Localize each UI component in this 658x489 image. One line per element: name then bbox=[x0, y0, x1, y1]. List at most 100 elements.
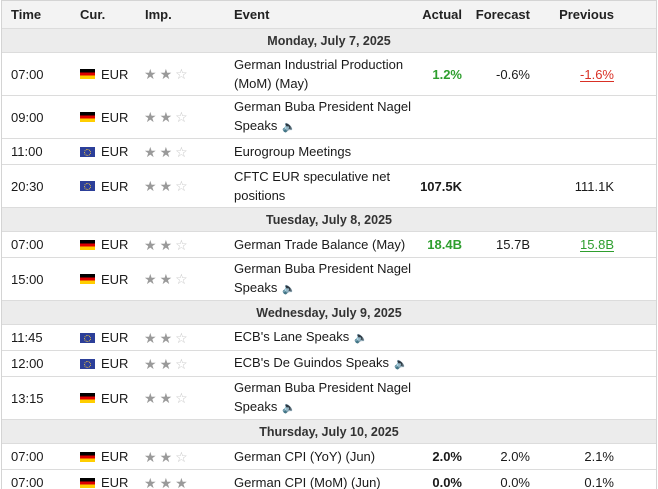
event-currency: EUR bbox=[80, 258, 128, 300]
star-icon: ★ bbox=[144, 271, 157, 287]
event-title-text: German Trade Balance (May) bbox=[234, 237, 406, 252]
event-currency: EUR bbox=[80, 470, 128, 489]
currency-label: EUR bbox=[101, 356, 129, 371]
header-time[interactable]: Time bbox=[11, 7, 42, 22]
previous-value: 2.1% bbox=[584, 449, 614, 464]
event-title[interactable]: German Buba President Nagel Speaks 🔈 bbox=[234, 259, 419, 298]
event-title[interactable]: CFTC EUR speculative net positions bbox=[234, 167, 419, 205]
event-name[interactable]: German CPI (MoM) (Jun) bbox=[234, 470, 419, 489]
event-name[interactable]: German Industrial Production (MoM) (May) bbox=[234, 53, 419, 95]
event-currency: EUR bbox=[80, 139, 128, 164]
event-row[interactable]: 09:00 EUR ★ ★ ☆ German Buba President Nagel S… bbox=[2, 96, 656, 139]
event-previous: 111.1K bbox=[575, 165, 614, 207]
event-currency: EUR bbox=[80, 232, 128, 257]
currency-label: EUR bbox=[101, 144, 129, 159]
event-title[interactable]: German CPI (MoM) (Jun) bbox=[234, 473, 381, 489]
event-currency: EUR bbox=[80, 351, 128, 376]
currency-label: EUR bbox=[101, 390, 129, 406]
date-separator: Tuesday, July 8, 2025 bbox=[2, 208, 656, 232]
event-importance: ★ ★ ☆ bbox=[144, 325, 188, 350]
event-title-text: ECB's De Guindos Speaks bbox=[234, 355, 389, 371]
event-name[interactable]: ECB's De Guindos Speaks 🔈 bbox=[234, 351, 419, 376]
eu-flag-icon bbox=[80, 332, 95, 343]
previous-value: 111.1K bbox=[574, 178, 614, 194]
star-icon: ★ bbox=[159, 390, 173, 406]
germany-flag-icon bbox=[80, 274, 95, 284]
event-name[interactable]: German Buba President Nagel Speaks 🔈 bbox=[234, 377, 419, 419]
speaker-icon: 🔈 bbox=[354, 331, 368, 344]
event-name[interactable]: German Buba President Nagel Speaks 🔈 bbox=[234, 96, 419, 138]
event-row[interactable]: 07:00 EUR ★ ★ ★ German CPI (MoM) (Jun) 0.0% 0.0… bbox=[2, 470, 656, 489]
event-name[interactable]: German Buba President Nagel Speaks 🔈 bbox=[234, 258, 419, 300]
event-currency: EUR bbox=[80, 53, 128, 95]
event-row[interactable]: 20:30 EUR ★ ★ ☆ CFTC EUR speculative net posi… bbox=[2, 165, 656, 208]
currency-label: EUR bbox=[101, 449, 129, 464]
event-row[interactable]: 12:00 EUR ★ ★ ☆ ECB's De Guindos Speaks 🔈 bbox=[2, 351, 656, 377]
event-row[interactable]: 15:00 EUR ★ ★ ☆ German Buba President Nagel S… bbox=[2, 258, 656, 301]
eu-flag-icon bbox=[80, 146, 95, 157]
event-title[interactable]: ECB's Lane Speaks 🔈 bbox=[234, 327, 368, 347]
previous-value: 15.8B bbox=[580, 237, 614, 252]
event-title[interactable]: German Industrial Production (MoM) (May) bbox=[234, 55, 419, 93]
star-icon: ★ bbox=[144, 329, 157, 346]
currency-label: EUR bbox=[101, 109, 129, 125]
event-actual: 0.0% bbox=[432, 475, 462, 489]
event-importance: ★ ★ ☆ bbox=[144, 444, 188, 469]
event-previous: 2.1% bbox=[584, 444, 614, 469]
event-importance: ★ ★ ☆ bbox=[144, 377, 188, 419]
event-time: 15:00 bbox=[11, 271, 44, 287]
header-event[interactable]: Event bbox=[234, 7, 270, 22]
event-forecast: 2.0% bbox=[500, 449, 530, 464]
header-currency[interactable]: Cur. bbox=[80, 7, 106, 22]
star-icon: ★ bbox=[144, 178, 157, 194]
event-currency: EUR bbox=[80, 165, 128, 207]
speaker-icon: 🔈 bbox=[393, 357, 408, 370]
event-importance: ★ ★ ☆ bbox=[144, 96, 188, 138]
event-row[interactable]: 07:00 EUR ★ ★ ☆ German Industrial Production … bbox=[2, 53, 656, 96]
event-title-text: ECB's Lane Speaks bbox=[234, 329, 350, 345]
event-row[interactable]: 11:00 EUR ★ ★ ☆ Eurogroup Meetings bbox=[2, 139, 656, 165]
event-importance: ★ ★ ☆ bbox=[144, 53, 188, 95]
speaker-icon: 🔈 bbox=[282, 282, 297, 295]
header-actual[interactable]: Actual bbox=[422, 7, 462, 22]
previous-value: -1.6% bbox=[580, 66, 614, 82]
event-title-text: CFTC EUR speculative net positions bbox=[234, 169, 391, 203]
event-title[interactable]: German Trade Balance (May) bbox=[234, 235, 405, 254]
event-actual: 107.5K bbox=[420, 178, 462, 194]
event-row[interactable]: 13:15 EUR ★ ★ ☆ German Buba President Nagel S… bbox=[2, 377, 656, 420]
header-previous[interactable]: Previous bbox=[559, 7, 614, 22]
star-icon: ★ bbox=[159, 143, 173, 160]
event-name[interactable]: German CPI (YoY) (Jun) bbox=[234, 444, 419, 469]
header-forecast[interactable]: Forecast bbox=[475, 7, 530, 22]
speaker-icon: 🔈 bbox=[282, 120, 297, 133]
germany-flag-icon bbox=[80, 477, 95, 488]
event-row[interactable]: 07:00 EUR ★ ★ ☆ German Trade Balance (May) 18.… bbox=[2, 232, 656, 258]
event-row[interactable]: 11:45 EUR ★ ★ ☆ ECB's Lane Speaks 🔈 bbox=[2, 325, 656, 351]
event-title[interactable]: German Buba President Nagel Speaks 🔈 bbox=[234, 97, 419, 136]
event-importance: ★ ★ ☆ bbox=[144, 258, 188, 300]
event-time: 09:00 bbox=[11, 109, 44, 125]
event-title[interactable]: German CPI (YoY) (Jun) bbox=[234, 447, 375, 466]
event-row[interactable]: 07:00 EUR ★ ★ ☆ German CPI (YoY) (Jun) 2.0% 2.0… bbox=[2, 444, 656, 470]
germany-flag-icon bbox=[80, 451, 95, 462]
header-importance[interactable]: Imp. bbox=[145, 7, 172, 22]
event-currency: EUR bbox=[80, 325, 128, 350]
currency-label: EUR bbox=[101, 178, 129, 194]
star-icon: ★ bbox=[159, 448, 173, 465]
event-title[interactable]: ECB's De Guindos Speaks 🔈 bbox=[234, 353, 408, 373]
event-title[interactable]: German Buba President Nagel Speaks 🔈 bbox=[234, 378, 419, 417]
event-name[interactable]: CFTC EUR speculative net positions bbox=[234, 165, 419, 207]
event-importance: ★ ★ ☆ bbox=[144, 232, 188, 257]
currency-label: EUR bbox=[101, 475, 129, 489]
speaker-icon: 🔈 bbox=[282, 401, 297, 414]
event-title[interactable]: Eurogroup Meetings bbox=[234, 142, 351, 161]
event-name[interactable]: German Trade Balance (May) bbox=[234, 232, 419, 257]
event-name[interactable]: Eurogroup Meetings bbox=[234, 139, 419, 164]
star-icon: ★ bbox=[144, 109, 157, 125]
star-icon: ★ bbox=[144, 66, 157, 82]
star-icon: ☆ bbox=[175, 355, 188, 372]
event-title-text: German Buba President Nagel Speaks bbox=[234, 380, 412, 415]
event-time: 07:00 bbox=[11, 449, 44, 464]
event-name[interactable]: ECB's Lane Speaks 🔈 bbox=[234, 325, 419, 350]
